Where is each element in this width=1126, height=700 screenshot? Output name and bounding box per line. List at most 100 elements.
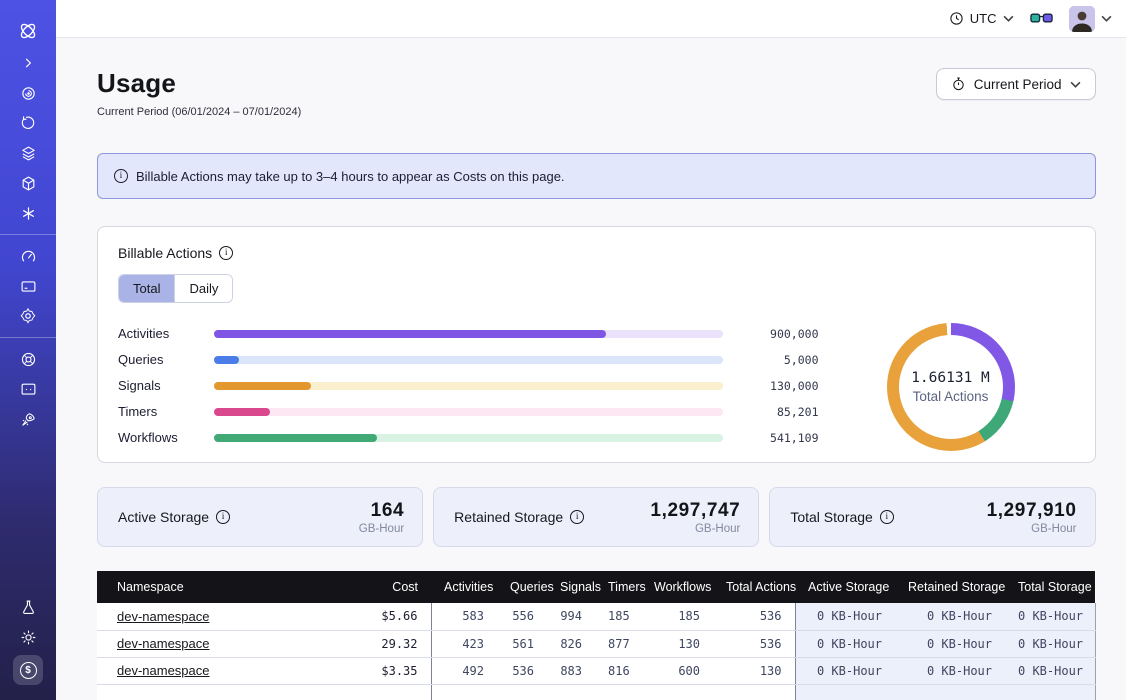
info-banner: Billable Actions may take up to 3–4 hour… — [97, 153, 1096, 199]
namespace-link[interactable]: dev-namespace — [117, 636, 210, 651]
sidebar-divider — [0, 337, 56, 338]
period-selector-button[interactable]: Current Period — [935, 68, 1096, 100]
col-total-storage: Total Storage — [1005, 571, 1095, 603]
account-menu[interactable] — [1068, 5, 1112, 32]
timers-cell: 877 — [595, 630, 641, 658]
bar-fill — [214, 381, 311, 390]
col-queries: Queries — [497, 571, 554, 603]
namespace-link[interactable]: dev-namespace — [117, 608, 210, 624]
table-row-partial — [97, 684, 1096, 700]
collapse-chevron-icon[interactable] — [0, 48, 56, 78]
col-total-actions: Total Actions — [713, 571, 796, 603]
info-icon[interactable] — [879, 510, 894, 524]
timezone-selector[interactable]: UTC — [949, 11, 1014, 26]
billing-card-icon[interactable] — [0, 271, 56, 301]
total-storage-value: 1,297,910 — [986, 499, 1077, 521]
usage-coin-icon — [19, 661, 37, 679]
total-storage-unit: GB-Hour — [1031, 522, 1077, 535]
bar-fill — [214, 407, 270, 416]
bar-fill — [214, 355, 240, 364]
bar-value: 900,000 — [770, 326, 819, 341]
page-subtitle: Current Period (06/01/2024 – 07/01/2024) — [97, 106, 302, 118]
bar-track — [214, 407, 723, 416]
avatar — [1068, 5, 1095, 32]
bar-row-queries: Queries 5,000 — [118, 349, 819, 370]
info-icon[interactable] — [219, 246, 234, 260]
glasses-icon[interactable] — [1029, 11, 1053, 26]
usage-coin-item[interactable] — [0, 652, 56, 688]
col-workflows: Workflows — [641, 571, 713, 603]
feedback-monitor-icon[interactable] — [0, 374, 56, 404]
tab-total[interactable]: Total — [119, 275, 175, 302]
bar-row-timers: Timers 85,201 — [118, 401, 819, 422]
support-lifebuoy-icon[interactable] — [0, 344, 56, 374]
billable-actions-title: Billable Actions — [118, 245, 213, 261]
temporal-logo-icon[interactable] — [0, 14, 56, 48]
total-actions-cell: 536 — [713, 630, 795, 658]
gauge-icon[interactable] — [0, 241, 56, 271]
signals-cell: 883 — [547, 657, 595, 685]
signals-cell: 994 — [547, 603, 595, 631]
total-actions-cell: 536 — [713, 603, 795, 631]
bar-label: Activities — [118, 326, 170, 341]
col-timers: Timers — [595, 571, 646, 603]
bar-fill — [214, 329, 606, 338]
tab-daily[interactable]: Daily — [174, 275, 233, 302]
donut-chart: 1.66131 M Total Actions — [886, 323, 1015, 451]
bar-row-workflows: Workflows 541,109 — [118, 427, 819, 448]
timers-cell: 185 — [595, 603, 641, 631]
active-storage-card: Active Storage 164 GB-Hour — [97, 487, 424, 547]
layers-icon[interactable] — [0, 138, 56, 168]
total-actions-value: 1.66131 M — [911, 370, 990, 386]
settings-gear-icon[interactable] — [0, 301, 56, 331]
workflows-cell: 130 — [641, 630, 713, 658]
active-storage-unit: GB-Hour — [358, 522, 405, 535]
theme-sun-icon[interactable] — [0, 622, 56, 652]
info-icon[interactable] — [570, 510, 585, 524]
namespaces-swirl-icon[interactable] — [0, 78, 56, 108]
page-title: Usage — [97, 68, 177, 98]
bar-track — [214, 329, 723, 338]
total-storage-cell: 0 KB-Hour — [1005, 657, 1096, 685]
active-storage-label: Active Storage — [118, 509, 210, 525]
asterisk-icon[interactable] — [0, 198, 56, 228]
billable-chart: Activities 900,000 Queries 5,000 Signals — [118, 323, 1075, 451]
donut-zone: 1.66131 M Total Actions — [827, 323, 1075, 451]
info-icon[interactable] — [216, 510, 231, 524]
history-icon[interactable] — [0, 108, 56, 138]
topbar: UTC — [56, 0, 1126, 38]
bar-label: Timers — [118, 404, 158, 419]
chevron-down-icon — [1101, 15, 1111, 22]
getting-started-rocket-icon[interactable] — [0, 404, 56, 434]
sidebar — [0, 0, 56, 700]
namespace-usage-table: Namespace Cost Activities Queries Signal… — [97, 571, 1096, 700]
total-actions-label: Total Actions — [912, 389, 989, 404]
timezone-label: UTC — [969, 11, 997, 26]
signals-cell: 826 — [547, 630, 595, 658]
retained-storage-cell: 0 KB-Hour — [895, 630, 1005, 658]
active-storage-cell: 0 KB-Hour — [794, 630, 895, 658]
namespace-link[interactable]: dev-namespace — [117, 663, 210, 678]
retained-storage-card: Retained Storage 1,297,747 GB-Hour — [433, 487, 760, 547]
bar-label: Workflows — [118, 430, 178, 445]
labs-flask-icon[interactable] — [0, 592, 56, 622]
bar-row-signals: Signals 130,000 — [118, 375, 819, 396]
info-icon — [114, 169, 128, 183]
table-row: dev-namespace $5.66 583 556 994 185 185 … — [97, 603, 1096, 631]
storage-summary-row: Active Storage 164 GB-Hour Retained Stor… — [97, 487, 1096, 547]
retained-storage-value: 1,297,747 — [650, 499, 741, 521]
total-storage-label: Total Storage — [790, 509, 873, 525]
total-daily-tabs: Total Daily — [118, 274, 234, 303]
activities-cell: 583 — [430, 603, 497, 631]
activities-cell: 492 — [430, 657, 497, 685]
total-actions-cell: 130 — [713, 657, 795, 685]
activities-cell: 423 — [430, 630, 497, 658]
col-activities: Activities — [431, 571, 497, 603]
sidebar-divider — [0, 234, 56, 235]
title-row: Usage Current Period (06/01/2024 – 07/01… — [97, 68, 1096, 118]
cube-icon[interactable] — [0, 168, 56, 198]
selected-highlight — [13, 655, 43, 685]
total-storage-cell: 0 KB-Hour — [1005, 630, 1096, 658]
timers-cell: 816 — [595, 657, 641, 685]
